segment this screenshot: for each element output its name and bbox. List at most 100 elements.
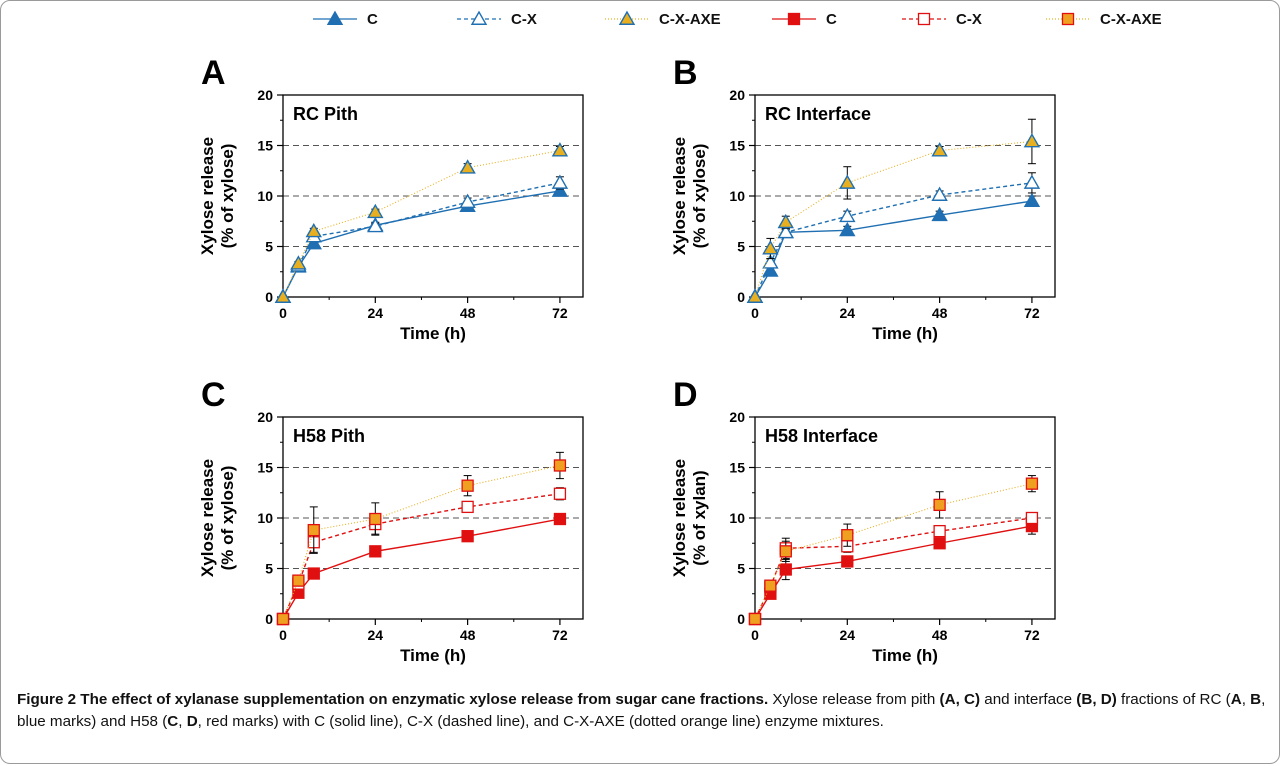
panel-c: C 0 5 10 15 20 0 24 48 72 Time (h) Xylose release (%… [198, 376, 584, 665]
caption-text: Xylose release from pith [768, 691, 940, 708]
caption-text: , [1241, 691, 1251, 708]
caption-ref: (A, C) [939, 691, 981, 708]
data-point [931, 142, 948, 157]
data-point [553, 487, 567, 500]
data-point [746, 288, 764, 303]
x-tick-label: 48 [460, 305, 476, 321]
caption-text: , [178, 712, 187, 730]
caption-text: , blue marks) and H58 ( [17, 691, 1266, 730]
data-point [276, 612, 290, 626]
legend-item: C-X [902, 11, 982, 28]
y-axis-label: (% of xylose) [690, 144, 709, 249]
data-point [274, 288, 292, 303]
series-c-x [746, 172, 1041, 303]
data-point [551, 142, 569, 157]
x-tick-label: 0 [279, 627, 287, 643]
series-line [282, 150, 561, 298]
data-point [762, 240, 779, 255]
legend-item: C [772, 11, 837, 28]
legend-item: C [313, 10, 378, 28]
panel-letter: C [201, 376, 226, 414]
series-c-x-axe [748, 475, 1039, 626]
y-axis-label: Xylose release [670, 137, 689, 255]
y-tick-label: 0 [737, 289, 745, 305]
legend-label: C [826, 11, 837, 28]
legend-marker [1061, 12, 1075, 26]
legend-label: C [367, 11, 378, 28]
y-axis-label: Xylose release [198, 137, 217, 255]
legend-item: C-X-AXE [1046, 11, 1162, 28]
x-tick-label: 0 [279, 305, 287, 321]
y-tick-label: 0 [737, 611, 745, 627]
y-tick-label: 10 [729, 510, 745, 526]
data-point [931, 206, 948, 222]
panel-title: H58 Pith [293, 426, 365, 446]
y-tick-label: 20 [257, 87, 273, 103]
x-tick-label: 24 [368, 627, 384, 643]
y-tick-label: 10 [257, 188, 273, 204]
legend-marker [618, 10, 636, 25]
data-point [779, 545, 792, 558]
data-point [553, 459, 567, 472]
data-point [933, 524, 946, 538]
x-axis-label: Time (h) [872, 646, 938, 665]
y-tick-label: 15 [257, 460, 273, 476]
data-point [748, 612, 762, 626]
x-tick-label: 24 [368, 305, 384, 321]
x-tick-label: 72 [1024, 305, 1040, 321]
caption-text: and interface [980, 691, 1077, 708]
series-c-x-axe [274, 142, 569, 303]
series-line [754, 525, 1033, 620]
x-tick-label: 0 [751, 305, 759, 321]
panel-letter: B [673, 54, 698, 92]
series-line [282, 464, 561, 620]
data-point [1025, 511, 1039, 525]
series-line [754, 483, 1033, 620]
caption-ref: D [186, 712, 198, 730]
data-point [307, 523, 320, 537]
legend-marker [917, 12, 931, 26]
data-point [839, 207, 856, 223]
data-point [551, 182, 569, 197]
data-point [551, 174, 569, 189]
data-point [931, 186, 948, 201]
data-point [1023, 174, 1041, 189]
x-axis-label: Time (h) [400, 324, 466, 343]
y-tick-label: 10 [257, 510, 273, 526]
data-point [305, 235, 322, 250]
data-point [459, 159, 476, 174]
data-point [369, 512, 382, 526]
data-point [777, 213, 794, 229]
legend-item: C-X [457, 10, 537, 28]
panel-title: H58 Interface [765, 426, 878, 446]
data-point [762, 254, 779, 269]
y-tick-label: 5 [265, 561, 273, 577]
caption-title: Figure 2 The effect of xylanase suppleme… [17, 691, 769, 708]
data-point [779, 563, 792, 576]
figure-caption: Figure 2 The effect of xylanase suppleme… [17, 689, 1267, 732]
x-tick-label: 48 [932, 305, 948, 321]
caption-ref: (B, D) [1076, 691, 1117, 708]
y-tick-label: 0 [265, 611, 273, 627]
x-tick-label: 24 [840, 305, 856, 321]
y-tick-label: 0 [265, 289, 273, 305]
panel-title: RC Pith [293, 104, 358, 124]
x-tick-label: 0 [751, 627, 759, 643]
legend-item: C-X-AXE [605, 10, 721, 28]
data-point [1023, 192, 1041, 208]
data-point [839, 174, 856, 189]
series-line [282, 493, 561, 620]
series-c [746, 192, 1041, 303]
y-tick-label: 15 [257, 138, 273, 154]
series-c-x [276, 487, 567, 626]
caption-text: , red marks) with C (solid line), C-X (d… [197, 712, 884, 730]
data-point [764, 579, 777, 592]
data-point [367, 203, 384, 219]
data-point [933, 498, 946, 512]
data-point [841, 529, 854, 542]
y-tick-label: 5 [737, 561, 745, 577]
series-line [754, 200, 1033, 298]
series-c [276, 512, 567, 626]
